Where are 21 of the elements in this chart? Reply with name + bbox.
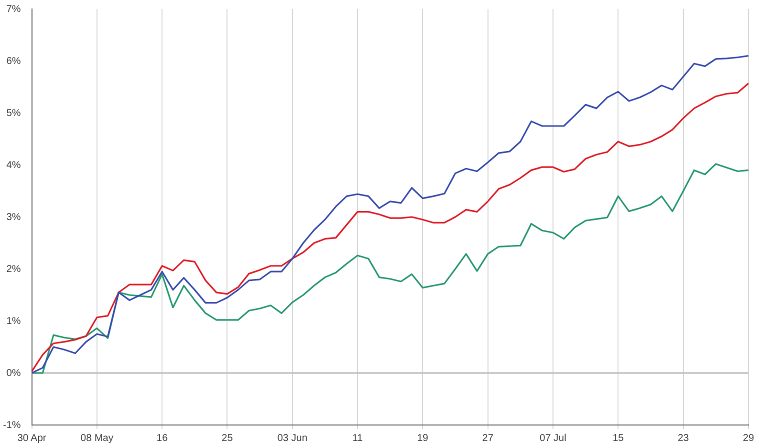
y-tick-label: 2%: [6, 264, 21, 275]
y-tick-label: -1%: [2, 420, 21, 431]
y-tick-label: 6%: [6, 56, 21, 67]
x-tick-label: 27: [482, 432, 494, 444]
x-tick-label: 16: [156, 432, 168, 444]
y-tick-label: 1%: [6, 316, 21, 327]
y-tick-label: 5%: [6, 108, 21, 119]
x-tick-label: 07 Jul: [540, 432, 566, 444]
x-tick-label: 19: [417, 432, 429, 444]
x-tick-label: 23: [678, 432, 690, 444]
x-tick-label: 25: [222, 432, 234, 444]
y-tick-label: 7%: [6, 4, 21, 15]
x-tick-label: 08 May: [80, 432, 114, 444]
x-tick-label: 03 Jun: [277, 432, 308, 444]
y-tick-label: 0%: [6, 368, 21, 379]
x-tick-label: 15: [612, 432, 624, 444]
y-tick-label: 4%: [6, 160, 21, 171]
x-tick-label: 30 Apr: [17, 432, 47, 444]
x-tick-label: 11: [352, 432, 364, 444]
y-tick-label: 3%: [6, 212, 21, 223]
x-tick-label: 29: [742, 432, 754, 444]
